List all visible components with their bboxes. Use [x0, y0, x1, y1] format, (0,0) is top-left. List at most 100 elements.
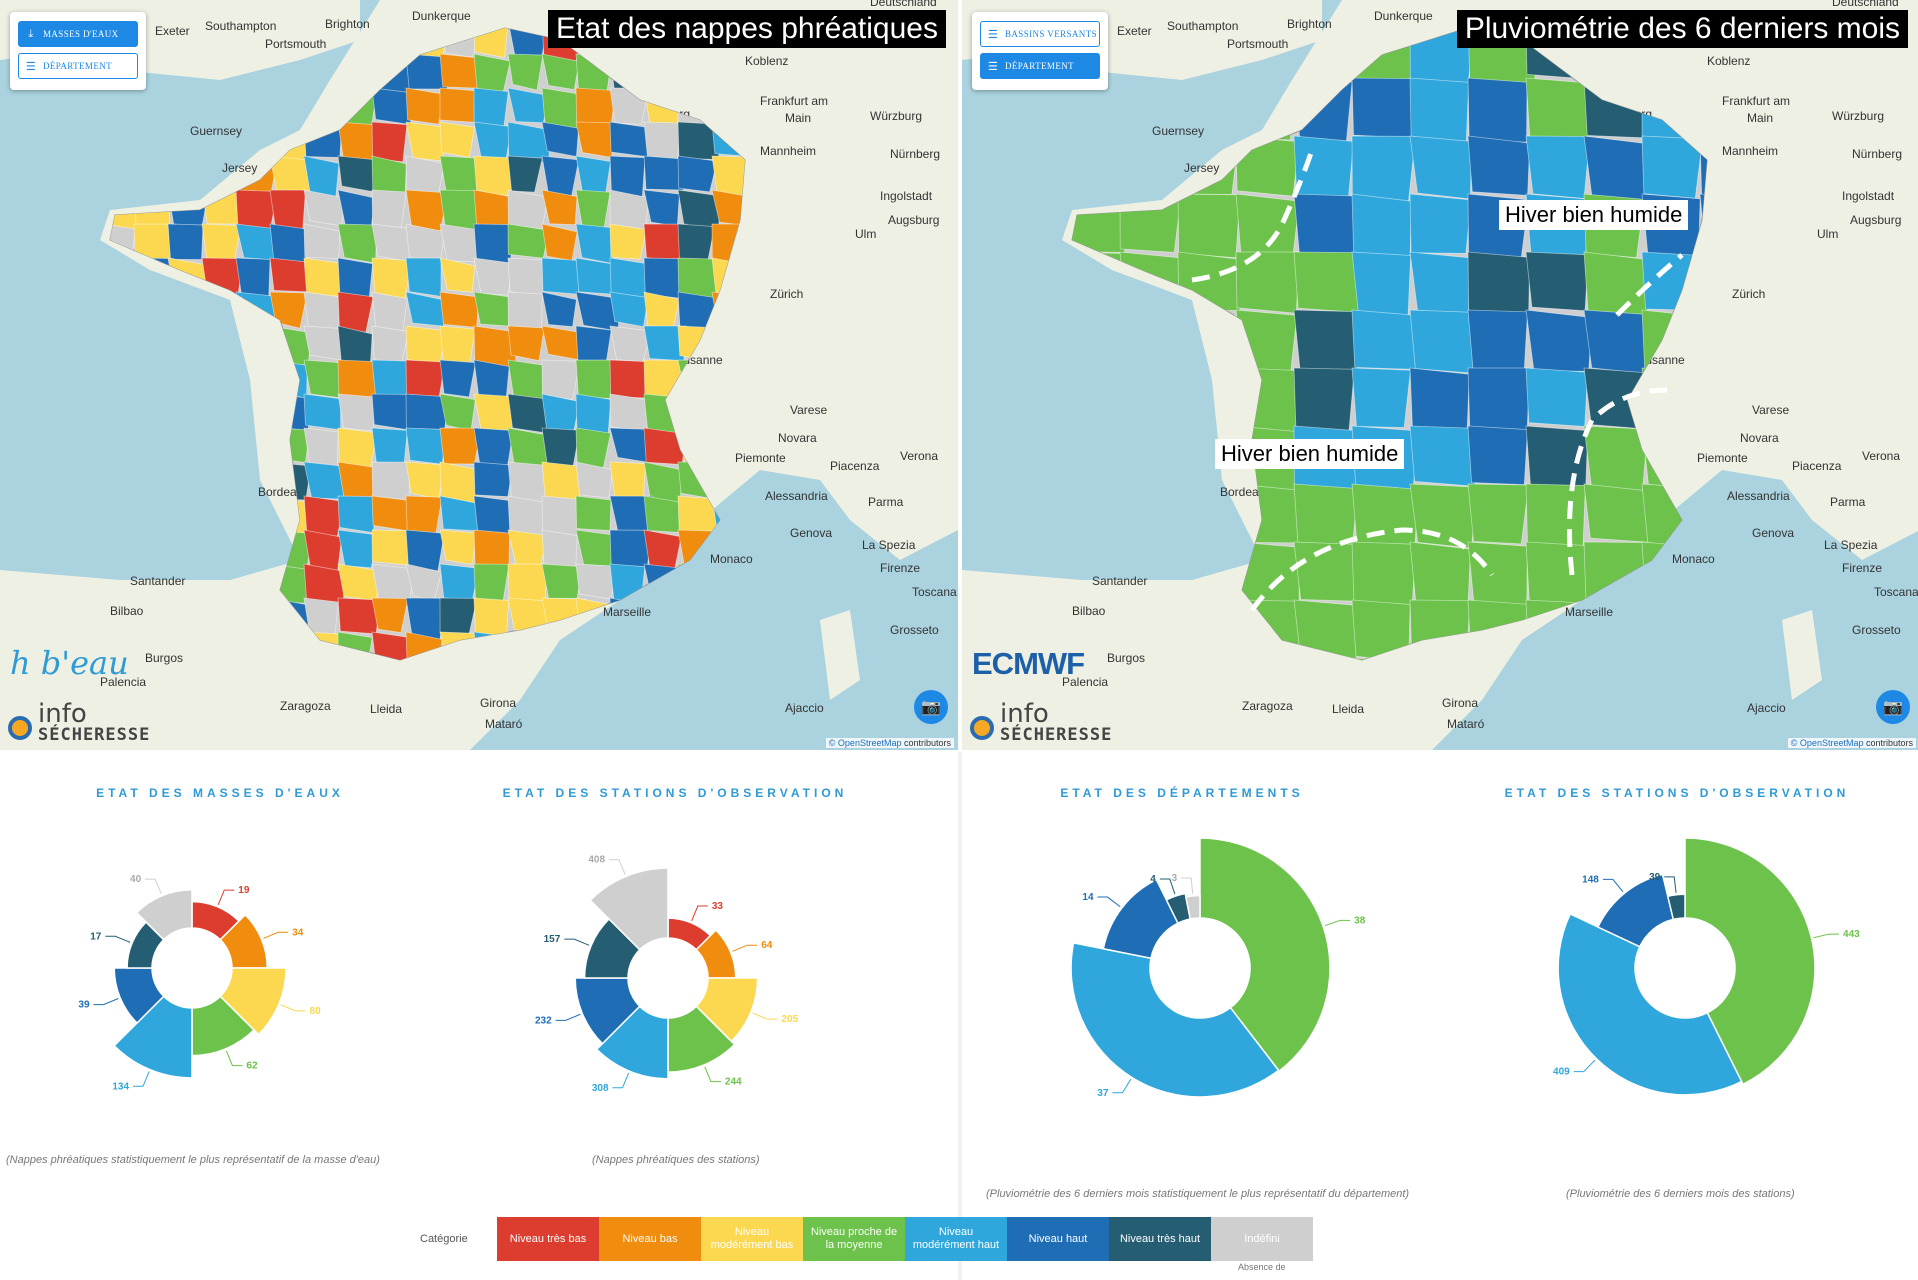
map-region — [1351, 541, 1417, 608]
camera-icon[interactable]: 📷 — [1876, 690, 1910, 724]
rainfall-map[interactable]: Guernsey Jersey Brighton Southampton Portsmo… — [962, 0, 1918, 750]
legend-item[interactable]: Indéfini — [1211, 1217, 1313, 1261]
map-region — [337, 223, 378, 264]
legend-item[interactable]: Niveau modérément haut — [905, 1217, 1007, 1261]
map-region — [1351, 251, 1412, 320]
departement-button[interactable]: ☰ DÉPARTEMENT — [18, 53, 138, 79]
map-place-label: Frankfurt am — [760, 94, 828, 108]
map-region — [1409, 483, 1478, 549]
map-place-label: La Spezia — [1824, 538, 1878, 552]
map-place-label: Zaragoza — [280, 699, 331, 713]
map-place-label: Southampton — [205, 19, 276, 33]
map-place-label: Monaco — [710, 552, 753, 566]
map-place-label: Alessandria — [1727, 489, 1790, 503]
map-region — [1351, 193, 1412, 263]
map-place-label: Brighton — [325, 17, 370, 31]
map-place-label: Mannheim — [760, 144, 816, 158]
map-region — [473, 563, 510, 603]
legend-item[interactable]: Niveau haut — [1007, 1217, 1109, 1261]
map-region — [1467, 425, 1529, 486]
map-region — [1467, 251, 1531, 321]
masses-eaux-button[interactable]: ⤓ MASSES D'EAUX — [18, 21, 138, 47]
groundwater-map-canvas[interactable]: Guernsey Jersey Brighton Southampton Portsmo… — [0, 0, 958, 750]
map-place-label: Portsmouth — [265, 37, 326, 51]
map-region — [439, 257, 476, 293]
info-logo-icon — [970, 716, 994, 740]
map-region — [439, 155, 480, 196]
legend-item[interactable]: Niveau bas — [599, 1217, 701, 1261]
map-region — [439, 291, 480, 328]
map-region — [1583, 483, 1652, 543]
chart-title: ETAT DES STATIONS D'OBSERVATION — [502, 786, 848, 800]
map-title: Etat des nappes phréatiques — [548, 10, 946, 48]
legend-item[interactable]: Niveau proche de la moyenne — [803, 1217, 905, 1261]
map-place-label: Piemonte — [735, 451, 786, 465]
map-region — [337, 529, 379, 569]
map-region — [711, 155, 745, 197]
groundwater-map[interactable]: Guernsey Jersey Brighton Southampton Portsmo… — [0, 0, 958, 750]
map-place-label: Zaragoza — [1242, 699, 1293, 713]
map-region — [1293, 309, 1360, 378]
map-place-label: Firenze — [880, 561, 920, 575]
map-title: Pluviométrie des 6 derniers mois — [1456, 10, 1908, 48]
map-region — [1467, 367, 1531, 432]
info-secheresse-logo: info SÉCHERESSE — [8, 701, 150, 744]
download-icon: ⤓ — [28, 27, 34, 40]
map-region — [1409, 425, 1477, 487]
map-place-label: Deutschland — [870, 0, 937, 9]
map-place-label: Marseille — [603, 605, 651, 619]
map-region — [609, 223, 648, 260]
map-region — [1177, 193, 1241, 259]
map-place-label: Guernsey — [190, 124, 242, 138]
map-place-label: Jersey — [222, 161, 257, 175]
map-region — [1351, 135, 1416, 202]
map-region — [337, 461, 378, 502]
map-place-label: La Spezia — [862, 538, 916, 552]
map-region — [473, 189, 514, 230]
map-attribution: © OpenStreetMap contributors — [1787, 738, 1916, 748]
map-place-label: Palencia — [1062, 675, 1108, 689]
camera-icon[interactable]: 📷 — [914, 690, 948, 724]
map-region — [473, 461, 514, 498]
map-region — [439, 529, 478, 565]
panel-divider — [958, 752, 962, 1280]
map-region — [473, 529, 510, 566]
legend-item[interactable]: Niveau très haut — [1109, 1217, 1211, 1261]
legend-label: Catégorie — [420, 1233, 468, 1245]
map-region — [1351, 309, 1418, 370]
map-region — [405, 87, 445, 125]
map-region — [1583, 309, 1653, 375]
info-logo-icon — [8, 716, 32, 740]
map-place-label: Exeter — [155, 24, 190, 38]
map-region — [1525, 309, 1593, 372]
map-attribution: © OpenStreetMap contributors — [825, 738, 954, 748]
map-place-label: Mannheim — [1722, 144, 1778, 158]
map-place-label: Augsburg — [1850, 213, 1901, 227]
map-region — [1525, 135, 1591, 199]
rainfall-map-canvas[interactable]: Guernsey Jersey Brighton Southampton Portsmo… — [962, 0, 1918, 750]
map-place-label: Mataró — [485, 717, 523, 731]
map-place-label: Monaco — [1672, 552, 1715, 566]
map-place-label: Koblenz — [1707, 54, 1750, 68]
map-region — [1409, 135, 1473, 200]
map-region — [1525, 541, 1591, 606]
layer-switcher: ☰ BASSINS VERSANTS ☰ DÉPARTEMENT — [972, 12, 1108, 90]
legend-item[interactable]: Niveau très bas — [497, 1217, 599, 1261]
map-place-label: Burgos — [1107, 651, 1145, 665]
annotation-north: Hiver bien humide — [1499, 200, 1689, 230]
map-place-label: Jersey — [1184, 161, 1219, 175]
bassins-versants-button[interactable]: ☰ BASSINS VERSANTS — [980, 21, 1100, 47]
map-place-label: Guernsey — [1152, 124, 1204, 138]
map-region — [371, 121, 408, 163]
map-place-label: Zürich — [770, 287, 803, 301]
corsica-land — [1782, 610, 1822, 700]
boundary-dashed-line — [1191, 149, 1315, 283]
map-region — [405, 461, 444, 500]
map-region — [167, 223, 204, 260]
departement-button[interactable]: ☰ DÉPARTEMENT — [980, 53, 1100, 79]
map-place-label: Ulm — [1817, 227, 1838, 241]
legend-item[interactable]: Niveau modérément bas — [701, 1217, 803, 1261]
map-region — [439, 359, 477, 398]
chart-caption: (Pluviométrie des 6 derniers mois statis… — [986, 1188, 1410, 1200]
map-region — [1351, 367, 1411, 428]
